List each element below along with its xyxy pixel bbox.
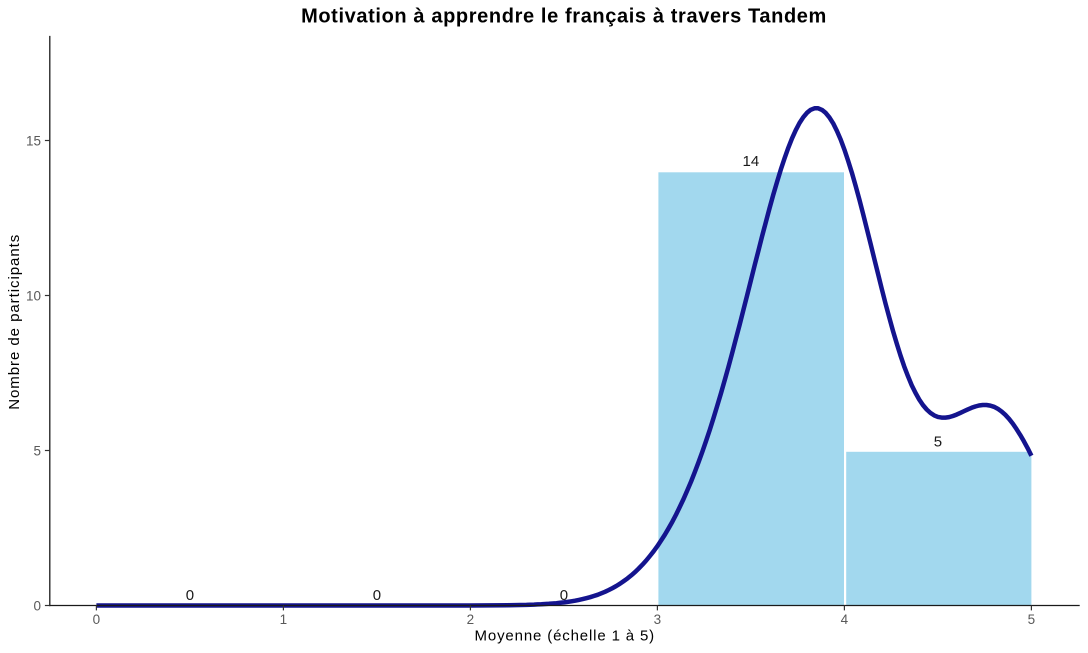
svg-text:Moyenne (échelle 1 à 5): Moyenne (échelle 1 à 5): [475, 628, 655, 645]
svg-text:Nombre de participants: Nombre de participants: [6, 234, 23, 410]
svg-text:10: 10: [26, 288, 41, 303]
svg-text:0: 0: [373, 587, 381, 604]
svg-text:3: 3: [654, 612, 662, 627]
svg-text:0: 0: [186, 587, 194, 604]
svg-text:0: 0: [560, 587, 568, 604]
svg-text:0: 0: [93, 612, 101, 627]
svg-text:0: 0: [33, 598, 41, 613]
svg-text:14: 14: [743, 153, 760, 170]
svg-text:5: 5: [934, 433, 942, 450]
svg-text:2: 2: [467, 612, 475, 627]
svg-text:1: 1: [280, 612, 288, 627]
svg-text:4: 4: [841, 612, 849, 627]
svg-text:15: 15: [26, 133, 41, 148]
svg-text:Motivation à apprendre le fran: Motivation à apprendre le français à tra…: [301, 6, 827, 28]
svg-text:5: 5: [1028, 612, 1036, 627]
svg-text:5: 5: [33, 443, 41, 458]
